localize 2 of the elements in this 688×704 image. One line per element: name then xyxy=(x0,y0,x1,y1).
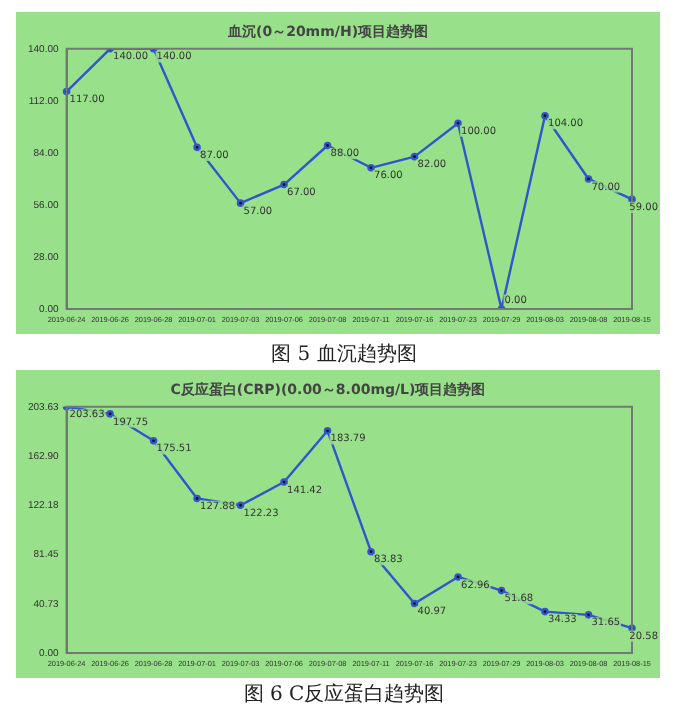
caption: 图 6 C反应蛋白趋势图 xyxy=(241,681,447,704)
caption: 图 5 血沉趋势图 xyxy=(269,341,419,368)
